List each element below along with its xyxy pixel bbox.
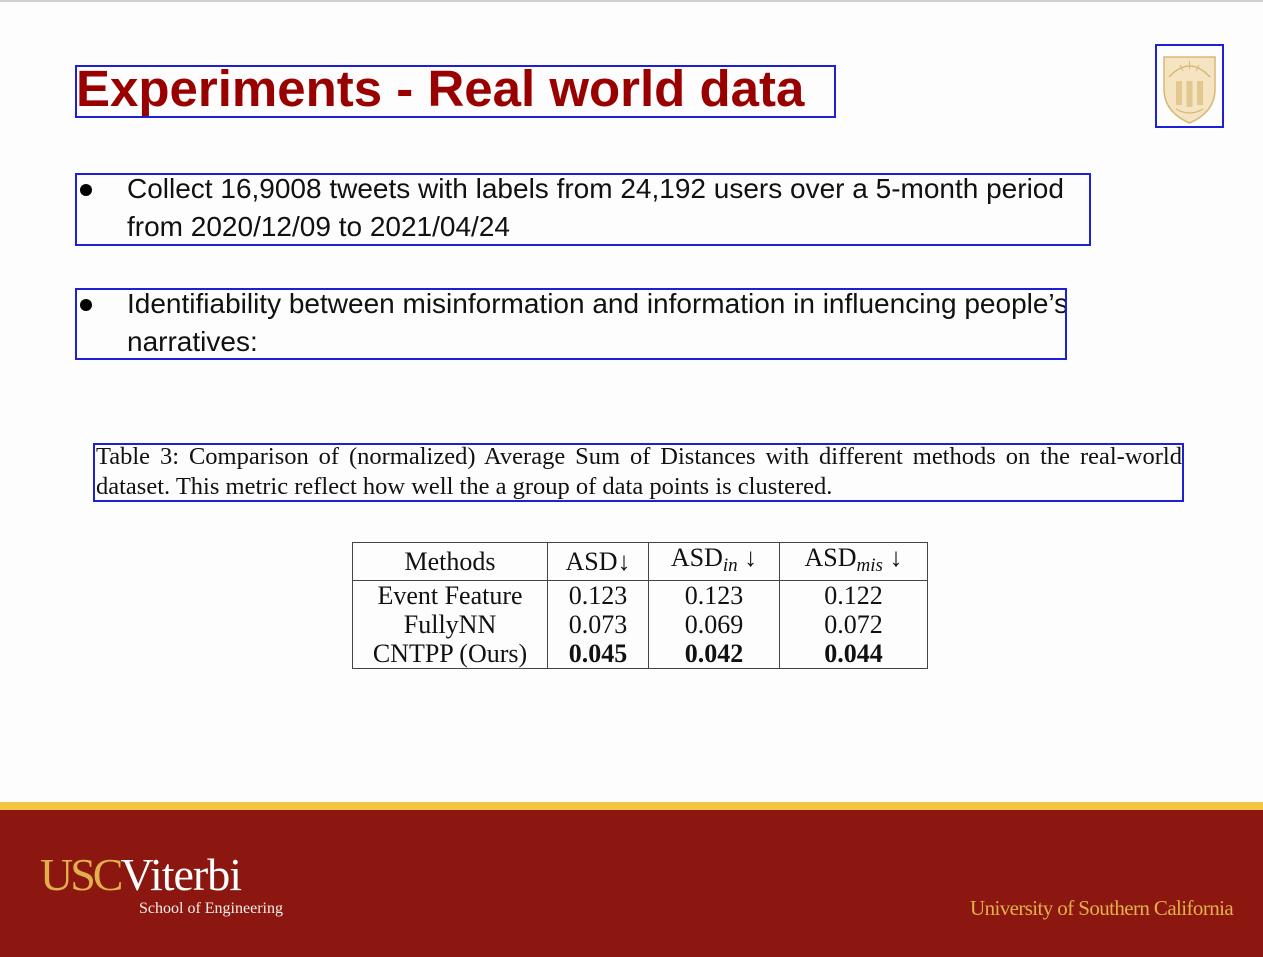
header-asd-mis: ASDmis ↓ bbox=[779, 542, 928, 581]
logo-viterbi: Viterbi bbox=[120, 849, 242, 900]
title-highlight-box bbox=[75, 65, 836, 118]
footer-stripe bbox=[0, 802, 1263, 810]
header-asd-mis-sub: mis bbox=[856, 555, 883, 576]
bullet-text: Identifiability between misinformation a… bbox=[127, 288, 1069, 357]
bullet-highlight-box bbox=[75, 173, 1091, 246]
university-name: University of Southern California bbox=[970, 896, 1234, 920]
cell-asd-mis: 0.072 bbox=[779, 610, 928, 639]
cell-asd: 0.123 bbox=[547, 580, 649, 610]
logo-usc: USC bbox=[40, 849, 124, 900]
caption-highlight-box bbox=[93, 443, 1184, 502]
header-asd-mis-arrow: ↓ bbox=[889, 543, 903, 572]
bullet-highlight-box bbox=[75, 288, 1067, 360]
cell-asd-in: 0.123 bbox=[648, 580, 780, 610]
bullet-dot bbox=[80, 184, 92, 196]
crest-highlight-box bbox=[1155, 44, 1224, 128]
header-asd: ASD↓ bbox=[547, 542, 649, 581]
header-asd-in: ASDin ↓ bbox=[648, 542, 780, 581]
bullet-dot bbox=[80, 299, 92, 311]
results-table: Methods ASD↓ ASDin ↓ ASDmis ↓ Event Feat… bbox=[352, 542, 928, 669]
table-row: CNTPP (Ours) 0.045 0.042 0.044 bbox=[352, 639, 928, 669]
cell-asd-mis: 0.122 bbox=[779, 580, 928, 610]
table-header-row: Methods ASD↓ ASDin ↓ ASDmis ↓ bbox=[352, 542, 928, 581]
header-asd-in-arrow: ↓ bbox=[744, 543, 758, 572]
header-methods: Methods bbox=[352, 542, 548, 581]
cell-asd: 0.045 bbox=[547, 639, 649, 669]
cell-method: Event Feature bbox=[352, 580, 548, 610]
cell-asd-mis: 0.044 bbox=[779, 639, 928, 669]
cell-asd-in: 0.069 bbox=[648, 610, 780, 639]
header-asd-in-base: ASD bbox=[670, 543, 723, 572]
usc-viterbi-logo: USCViterbi bbox=[40, 848, 242, 901]
table-row: FullyNN 0.073 0.069 0.072 bbox=[352, 610, 928, 639]
slide-title: Experiments - Real world data bbox=[76, 60, 805, 117]
table-caption: Table 3: Comparison of (normalized) Aver… bbox=[96, 443, 1182, 500]
bullet-text: Collect 16,9008 tweets with labels from … bbox=[127, 173, 1064, 242]
cell-method: CNTPP (Ours) bbox=[352, 639, 548, 669]
cell-asd: 0.073 bbox=[547, 610, 649, 639]
usc-crest-icon bbox=[1163, 56, 1216, 124]
footer-bar: USCViterbi School of Engineering Univers… bbox=[0, 810, 1263, 957]
table-row: Event Feature 0.123 0.123 0.122 bbox=[352, 580, 928, 610]
cell-method: FullyNN bbox=[352, 610, 548, 639]
header-asd-mis-base: ASD bbox=[804, 543, 857, 572]
school-name: School of Engineering bbox=[139, 900, 283, 917]
header-asd-in-sub: in bbox=[722, 555, 738, 576]
cell-asd-in: 0.042 bbox=[648, 639, 780, 669]
top-border bbox=[0, 0, 1263, 2]
results-table-container: Methods ASD↓ ASDin ↓ ASDmis ↓ Event Feat… bbox=[352, 542, 928, 669]
